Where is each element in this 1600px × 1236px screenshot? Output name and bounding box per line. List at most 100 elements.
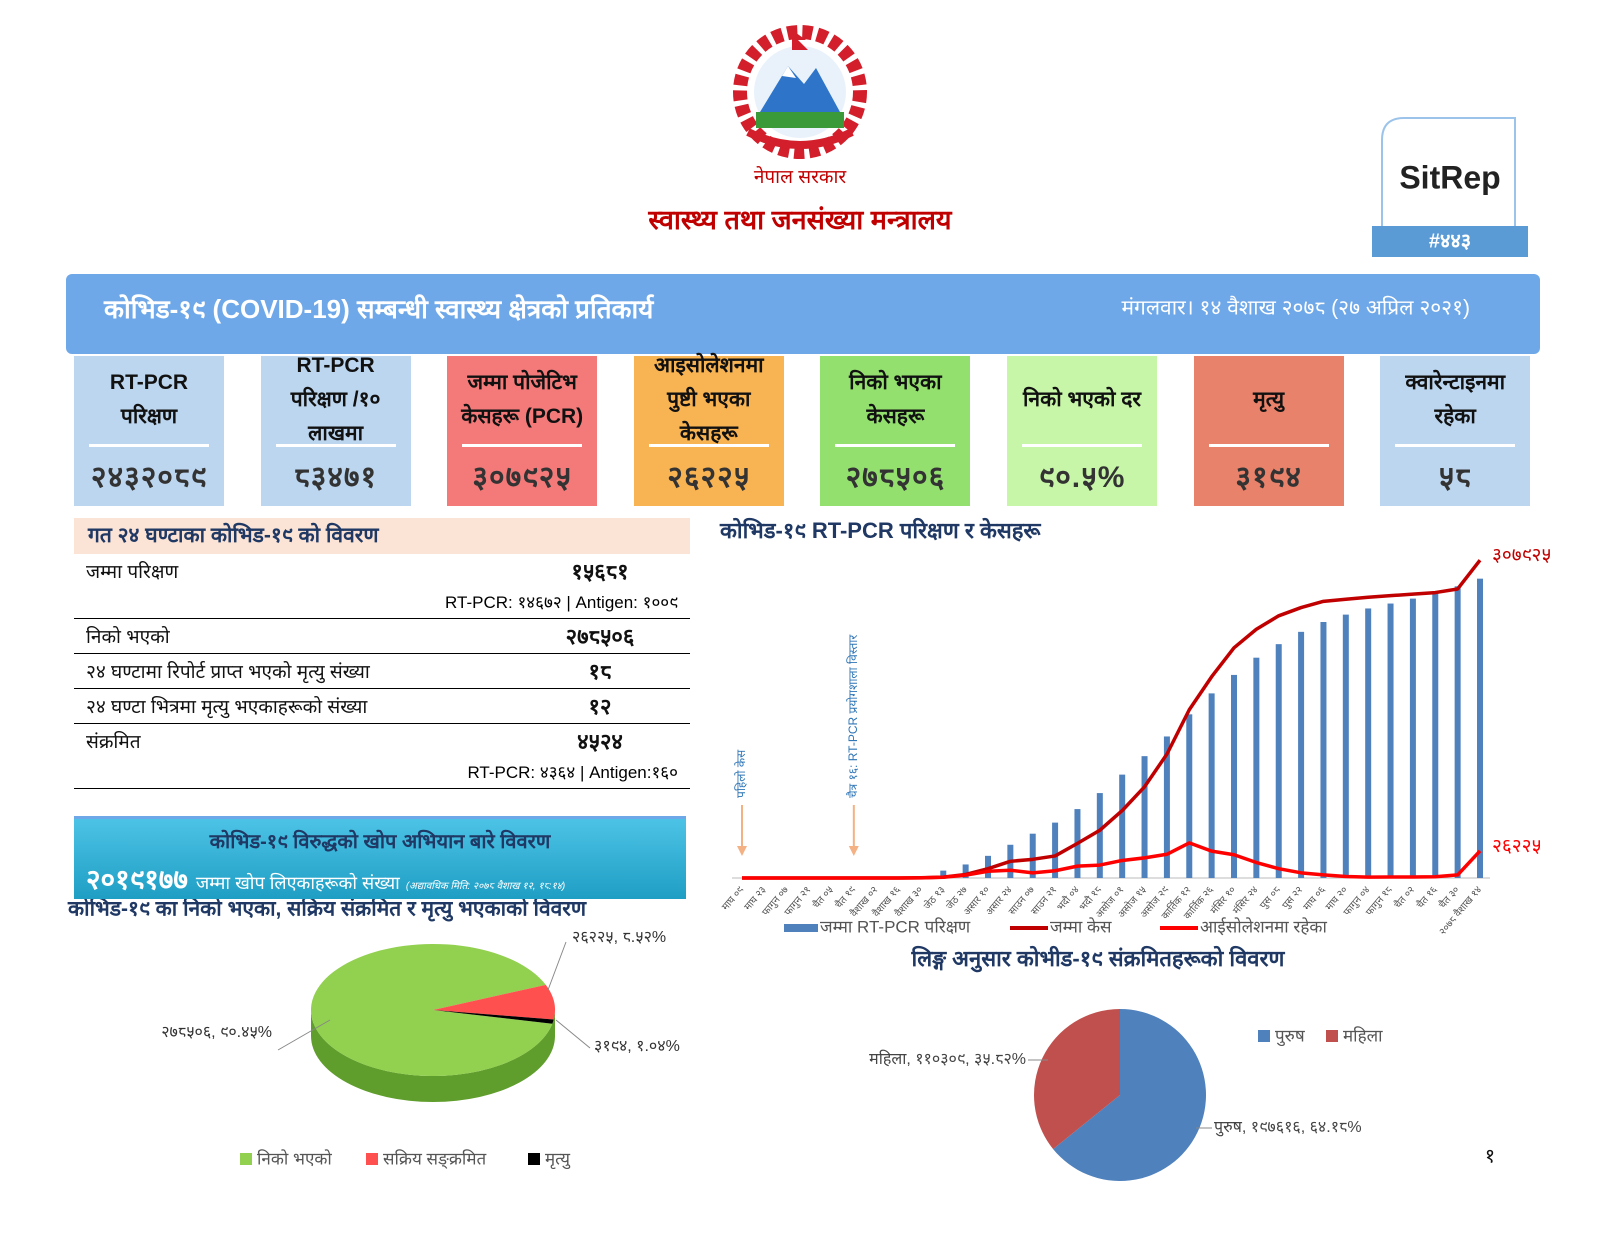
card-value: ५८ xyxy=(1438,461,1472,494)
leader-line xyxy=(555,1019,591,1049)
last-24-hours: गत २४ घण्टाका कोभिड-१९ को विवरण जम्मा परि… xyxy=(74,518,690,789)
emblem-hills xyxy=(756,112,844,128)
government: नेपाल सरकार xyxy=(754,165,848,188)
stat-card: मृत्यु ३१९४ xyxy=(1193,356,1344,506)
bar xyxy=(940,870,947,878)
legend-label: मृत्यु xyxy=(545,1149,571,1169)
card-rule xyxy=(275,444,396,447)
chart-title: लिङ्ग अनुसार कोभीड-१९ संक्रमितहरूको विवर… xyxy=(911,945,1286,973)
data-label: २७८५०६, ९०.४५% xyxy=(161,1024,272,1041)
emblem-mountain xyxy=(760,66,840,112)
annotation: चैत्र १६: RT-PCR प्रयोगशाला विस्तार xyxy=(846,634,860,798)
stat-card: RT-PCR परिक्षण २४३२०८९ xyxy=(74,356,224,506)
data-label: महिला, ११०३०९, ३५.८२% xyxy=(869,1049,1026,1068)
bar xyxy=(1298,631,1305,878)
x-tick-label: चैत १६ xyxy=(1414,884,1439,911)
emblem-ribbon xyxy=(746,128,854,149)
card-value: ३०७९२५ xyxy=(472,461,572,494)
pie-slice xyxy=(433,1010,554,1024)
emblem-wreath xyxy=(733,25,867,159)
annotation-arrowhead xyxy=(848,846,859,856)
bar xyxy=(1096,793,1103,878)
card-label: क्वारेन्टाइनमा रहेका xyxy=(1405,371,1506,428)
card-rule xyxy=(89,444,209,447)
bar xyxy=(1342,614,1349,878)
legend-label: सक्रिय सङ्क्रमित xyxy=(383,1148,486,1169)
table-row: २४ घण्टामा रिपोर्ट प्राप्त भएको मृत्यु स… xyxy=(74,654,690,689)
emblem-snow xyxy=(782,66,796,78)
banner-title: कोभिड-१९ (COVID-19) सम्बन्धी स्वास्थ्य क… xyxy=(103,294,654,324)
row-value: १५६८१ xyxy=(571,559,629,584)
bar xyxy=(1477,578,1483,878)
bar xyxy=(1163,736,1170,878)
chart-title: कोभिड-१९ RT-PCR परिक्षण र केसहरू xyxy=(719,517,1041,543)
vaccination-title: कोभिड-१९ विरुद्धको खोप अभियान बारे विवरण xyxy=(209,831,551,853)
bar xyxy=(1029,833,1036,878)
bar xyxy=(1231,674,1237,878)
table-row: जम्मा परिक्षण १५६८१ xyxy=(74,554,690,588)
legend-label: जम्मा RT-PCR परिक्षण xyxy=(820,916,971,936)
stat-card: निको भएका केसहरू २७८५०६ xyxy=(820,356,971,506)
data-label: ३१९४, १.०४% xyxy=(594,1038,680,1055)
card-label: जम्मा पोजेटिभ केसहरू (PCR) xyxy=(461,371,584,428)
card-rule xyxy=(462,444,583,447)
banner-date: मंगलवार। १४ वैशाख २०७८ (२७ अप्रिल २०२१) xyxy=(1121,296,1470,320)
card-value: २४३२०८९ xyxy=(90,461,208,494)
emblem xyxy=(733,25,867,159)
leader-line xyxy=(277,1019,331,1051)
card-label: मृत्यु xyxy=(1253,388,1284,411)
stat-card: आइसोलेशनमा पुष्टी भएका केसहरू २६२२५ xyxy=(633,354,784,506)
vaccination: कोभिड-१९ विरुद्धको खोप अभियान बारे विवरण… xyxy=(74,816,686,899)
banner xyxy=(66,274,1540,354)
row-label: २४ घण्टामा रिपोर्ट प्राप्त भएको मृत्यु स… xyxy=(86,662,370,683)
card-label: RT-PCR परिक्षण xyxy=(109,371,189,428)
bar xyxy=(1432,592,1439,878)
stat-card: क्वारेन्टाइनमा रहेका ५८ xyxy=(1380,356,1531,506)
pie-depth xyxy=(311,1010,555,1102)
row-label: २४ घण्टा भित्रमा मृत्यु भएकाहरूको संख्या xyxy=(86,697,368,718)
pie-slice xyxy=(1053,1009,1207,1181)
x-tick-label: चैत ०२ xyxy=(1392,884,1417,911)
table-title: गत २४ घण्टाका कोभिड-१९ को विवरण xyxy=(74,518,690,554)
card-label: निको भएको दर xyxy=(1022,388,1141,411)
table-row: २४ घण्टा भित्रमा मृत्यु भएकाहरूको संख्या… xyxy=(74,689,690,724)
card-label: निको भएका केसहरू xyxy=(849,371,942,428)
page-number: १ xyxy=(1485,1145,1495,1167)
data-label: पुरुष, १९७६१६, ६४.१८% xyxy=(1214,1119,1362,1137)
ministry: स्वास्थ्य तथा जनसंख्या मन्त्रालय xyxy=(647,205,953,235)
card-value: ३१९४ xyxy=(1235,461,1302,494)
data-label: ३०७९२५ xyxy=(1492,545,1551,566)
legend-label: पुरुष xyxy=(1275,1026,1306,1046)
report: SitRep xyxy=(1399,159,1500,195)
bar xyxy=(1454,586,1461,878)
bar xyxy=(1409,598,1416,878)
legend-swatch xyxy=(528,1153,540,1165)
row-value: १८ xyxy=(588,659,612,684)
vaccination-text: जम्मा खोप लिएकाहरूको संख्या xyxy=(195,873,400,893)
pie-slice xyxy=(433,984,555,1020)
card-rule xyxy=(1022,444,1142,447)
card-rule xyxy=(648,444,769,447)
data-label: २६२२५, ८.५२% xyxy=(572,929,666,946)
line xyxy=(742,841,1482,880)
row-label: निको भएको xyxy=(86,627,170,648)
table-row: निको भएको २७८५०६ xyxy=(74,619,690,654)
x-tick-label: पुस ०८ xyxy=(1258,885,1283,912)
bar xyxy=(1186,714,1193,878)
x-tick-label: माघ ०९ xyxy=(720,885,746,913)
legend-label: महिला xyxy=(1343,1025,1383,1045)
x-tick-label: पुस २२ xyxy=(1281,885,1306,912)
bar xyxy=(1119,774,1126,878)
annotation-arrowhead xyxy=(737,846,747,856)
row-value: २७८५०६ xyxy=(565,624,635,649)
legend-label: निको भएको xyxy=(257,1148,332,1168)
legend-swatch xyxy=(240,1153,252,1165)
stat-card: निको भएको दर ९०.५% xyxy=(1007,356,1157,506)
emblem-flag xyxy=(792,30,808,50)
data-label: २६२२५ xyxy=(1492,836,1541,857)
vaccination-note: (अद्यावधिक मिति: २०७८ वैशाख १२, १८:१४) xyxy=(405,881,566,892)
vaccination-count: २०१९१७७ xyxy=(86,864,188,895)
stat-card: RT-PCR परिक्षण /१० लाखमा ८३४७१ xyxy=(260,354,411,506)
